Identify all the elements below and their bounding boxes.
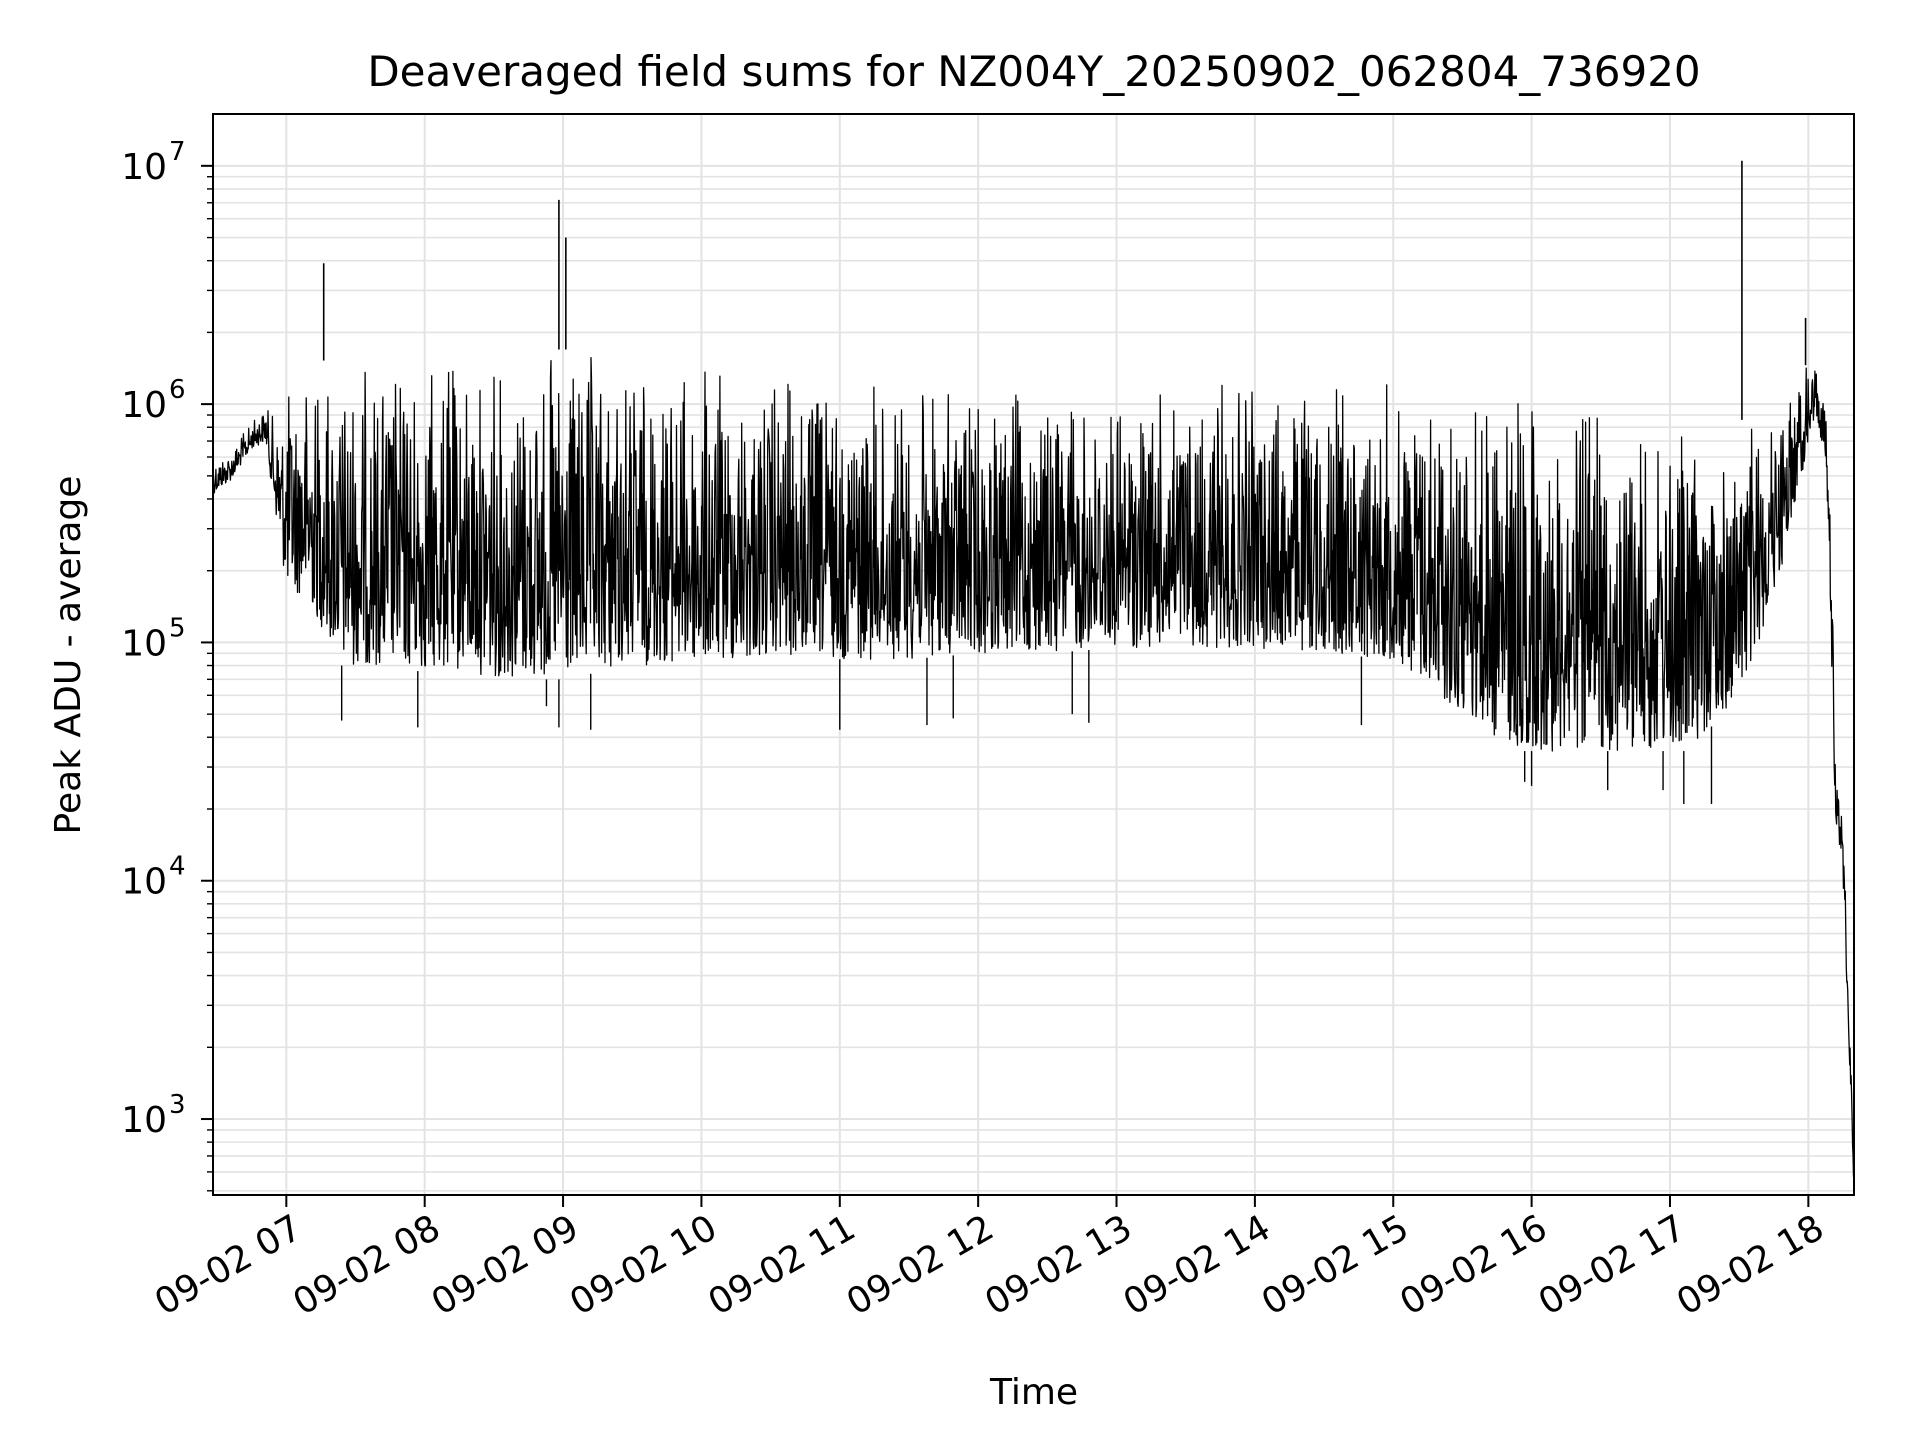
y-tick-base: 10 <box>121 147 167 188</box>
y-axis-label: Peak ADU - average <box>48 476 89 835</box>
y-tick-base: 10 <box>121 385 167 426</box>
y-tick-exponent: 4 <box>169 852 186 882</box>
y-tick-label: 10 <box>121 862 167 903</box>
y-tick-exponent: 3 <box>169 1090 186 1120</box>
chart-title: Deaveraged field sums for NZ004Y_2025090… <box>367 47 1700 96</box>
y-tick-exponent: 6 <box>169 375 186 405</box>
y-tick-label: 10 <box>121 1100 167 1141</box>
y-tick-label: 10 <box>121 385 167 426</box>
plot-area <box>212 160 1855 1179</box>
y-tick-base: 10 <box>121 1100 167 1141</box>
grid <box>213 114 1854 1195</box>
y-tick-base: 10 <box>121 623 167 664</box>
y-tick-base: 10 <box>121 862 167 903</box>
data-series-line <box>212 356 1855 1179</box>
y-tick-exponent: 7 <box>169 137 186 167</box>
y-tick-label: 10 <box>121 147 167 188</box>
y-tick-exponent: 5 <box>169 613 186 643</box>
x-axis-label: Time <box>989 1372 1078 1413</box>
plot-frame <box>212 113 1855 1196</box>
y-tick-label: 10 <box>121 623 167 664</box>
